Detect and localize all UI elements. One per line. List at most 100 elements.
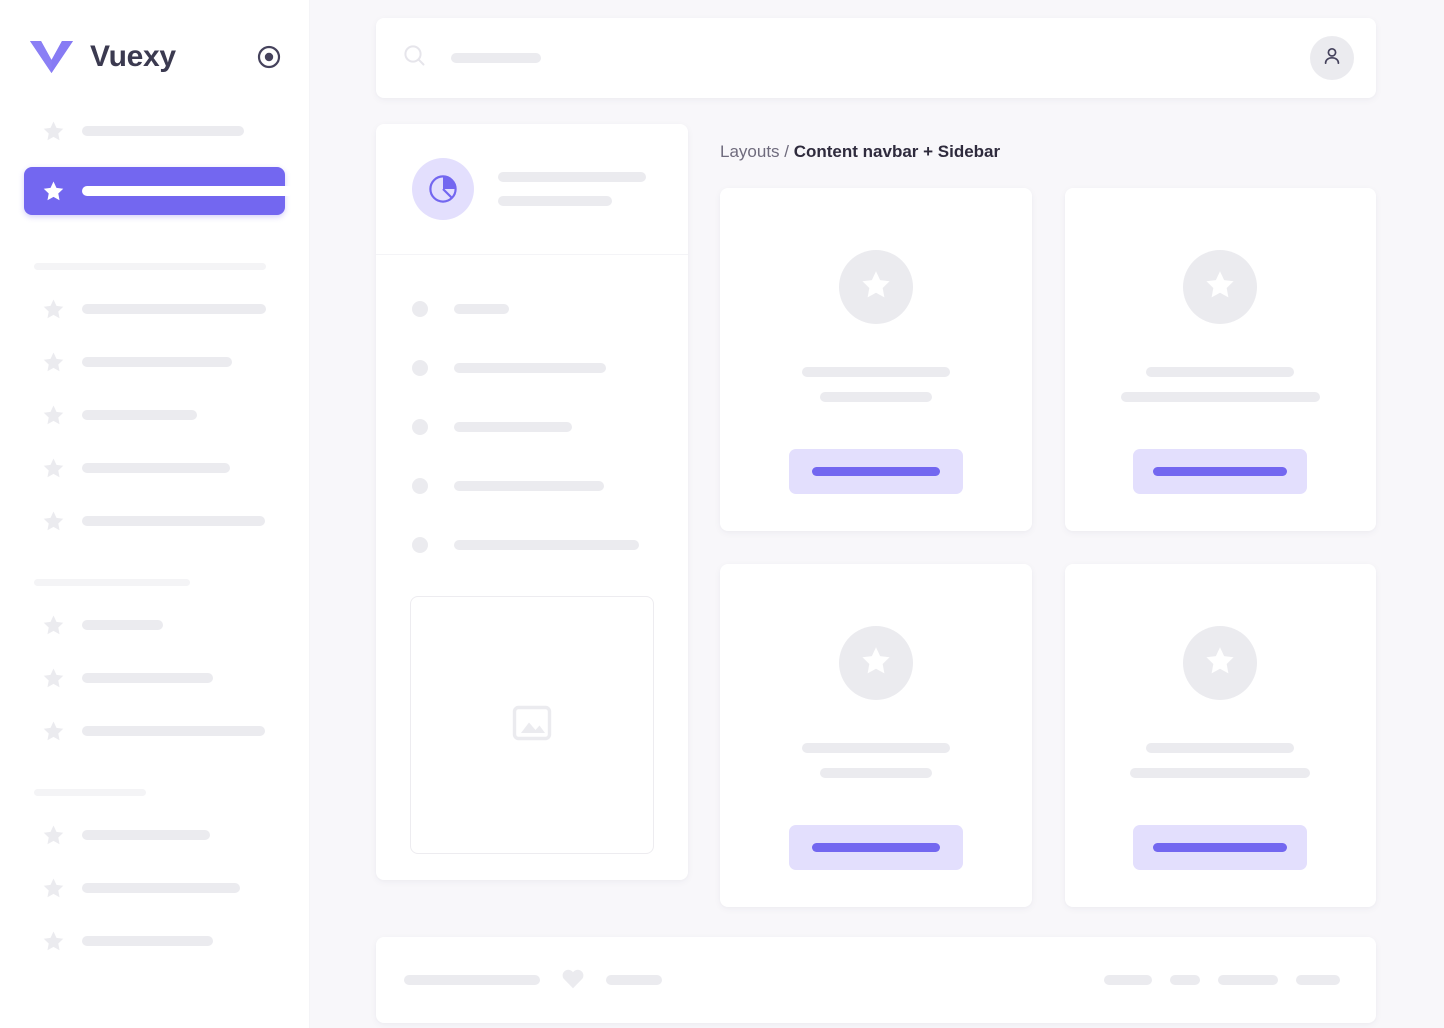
bottom-bar-right-skeleton-1[interactable] [1104, 975, 1152, 985]
bottom-bar-right-skeleton-2[interactable] [1170, 975, 1200, 985]
list-item[interactable] [412, 360, 652, 376]
avatar[interactable] [1310, 36, 1354, 80]
tile-action-button[interactable] [788, 825, 963, 870]
star-icon [1204, 269, 1236, 305]
aside-header-line-2 [498, 196, 612, 206]
list-item-label-skeleton [454, 363, 606, 373]
brand-name: Vuexy [90, 40, 176, 73]
star-icon [42, 667, 65, 689]
tile-skeletons [720, 367, 1032, 402]
tile-button-label-skeleton [811, 843, 940, 852]
sidebar-item-label-skeleton [82, 936, 213, 946]
circle-dot-pin-icon[interactable] [255, 43, 283, 71]
nav-group [24, 608, 285, 748]
nav-spacer [24, 767, 285, 789]
star-icon [42, 614, 65, 636]
breadcrumb: Layouts / Content navbar + Sidebar [720, 142, 1376, 162]
bullet-dot-icon [412, 537, 428, 553]
tile-avatar [838, 626, 913, 700]
brand[interactable]: Vuexy [28, 38, 255, 76]
list-item-label-skeleton [454, 540, 639, 550]
top-navbar [376, 18, 1376, 98]
bottom-bar-right-skeleton-3[interactable] [1218, 975, 1278, 985]
tile-card-1[interactable] [720, 188, 1032, 531]
breadcrumb-parent[interactable]: Layouts [720, 142, 780, 161]
tile-line-1 [1146, 743, 1295, 753]
aside-header-line-1 [498, 172, 646, 182]
sidebar-item-label-skeleton [82, 304, 266, 314]
sidebar-item-label-skeleton [82, 516, 265, 526]
star-icon [42, 404, 65, 426]
sidebar-item-4[interactable] [24, 345, 285, 379]
sidebar-item-6[interactable] [24, 451, 285, 485]
tile-line-2 [1130, 768, 1311, 778]
image-placeholder[interactable] [410, 596, 654, 854]
star-icon [42, 824, 65, 846]
star-icon [42, 180, 65, 202]
list-item-label-skeleton [454, 304, 509, 314]
heart-icon[interactable] [560, 966, 586, 995]
sidebar-item-1[interactable] [24, 114, 285, 148]
sidebar-item-8[interactable] [24, 608, 285, 642]
aside-list [376, 255, 688, 553]
bottom-bar-right-skeleton-4[interactable] [1296, 975, 1340, 985]
sidebar-item-9[interactable] [24, 661, 285, 695]
tile-button-label-skeleton [811, 467, 940, 476]
tile-action-button[interactable] [1133, 449, 1308, 494]
bottom-bar-skeleton-1 [404, 975, 540, 985]
sidebar-item-label-skeleton [82, 673, 213, 683]
star-icon [860, 645, 892, 681]
sidebar-item-11[interactable] [24, 818, 285, 852]
aside-header [376, 124, 688, 255]
sidebar-item-label-skeleton [82, 126, 244, 136]
sidebar-item-7[interactable] [24, 504, 285, 538]
main-area: Layouts / Content navbar + Sidebar [310, 0, 1444, 1028]
aside-header-skeletons [498, 172, 658, 206]
sidebar-item-2-active[interactable] [24, 167, 294, 215]
sidebar-item-label-skeleton [82, 620, 163, 630]
tile-card-4[interactable] [1064, 564, 1377, 907]
tile-line-2 [819, 768, 932, 778]
sidebar-item-label-skeleton [82, 186, 294, 196]
list-item[interactable] [412, 419, 652, 435]
tile-line-1 [1146, 367, 1295, 377]
star-icon [1204, 645, 1236, 681]
nav-section-divider [34, 789, 146, 796]
tile-line-2 [1120, 392, 1320, 402]
tile-card-2[interactable] [1064, 188, 1376, 531]
sidebar-item-3[interactable] [24, 292, 285, 326]
sidebar-item-13[interactable] [24, 924, 285, 958]
list-item-label-skeleton [454, 422, 572, 432]
search-input[interactable] [402, 43, 1310, 73]
list-item[interactable] [412, 301, 652, 317]
tile-skeletons [1065, 743, 1377, 778]
image-icon [512, 703, 552, 748]
bullet-dot-icon [412, 419, 428, 435]
star-icon [42, 120, 65, 142]
user-icon [1320, 44, 1344, 73]
content-column: Layouts / Content navbar + Sidebar [720, 124, 1376, 907]
list-item[interactable] [412, 478, 652, 494]
tile-button-label-skeleton [1153, 467, 1288, 476]
sidebar-item-10[interactable] [24, 714, 285, 748]
star-icon [42, 457, 65, 479]
sidebar-item-12[interactable] [24, 871, 285, 905]
tile-action-button[interactable] [1133, 825, 1308, 870]
tile-card-3[interactable] [720, 564, 1032, 907]
tile-action-button[interactable] [788, 449, 963, 494]
pie-chart-icon [412, 158, 474, 220]
nav-group [24, 818, 285, 958]
star-icon [860, 269, 892, 305]
list-item[interactable] [412, 537, 652, 553]
sidebar-item-label-skeleton [82, 830, 210, 840]
star-icon [42, 720, 65, 742]
sidebar-item-label-skeleton [82, 357, 232, 367]
sidebar-item-5[interactable] [24, 398, 285, 432]
sidebar: Vuexy [0, 0, 310, 1028]
bottom-bar [376, 937, 1376, 1023]
bullet-dot-icon [412, 478, 428, 494]
bullet-dot-icon [412, 360, 428, 376]
sidebar-item-label-skeleton [82, 463, 230, 473]
aside-panel [376, 124, 688, 880]
